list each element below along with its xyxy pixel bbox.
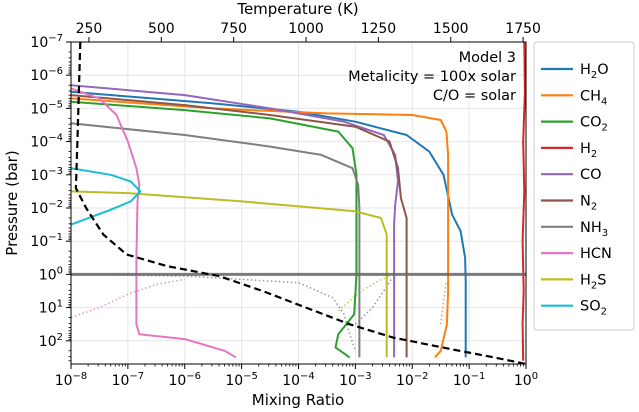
x-tick-label: 100 [514,371,538,389]
top-tick-label: 1750 [505,21,541,37]
top-tick-label: 250 [76,21,103,37]
series-line [71,100,358,359]
legend-label: NH3 [580,220,608,239]
dotted-series-line [71,278,185,319]
x-tick-label: 10−4 [282,371,315,389]
series-line [71,167,142,226]
series-line [71,190,388,358]
x-tick-label: 10−7 [112,371,145,389]
legend-label: HCN [580,246,612,262]
top-tick-label: 1000 [288,21,324,37]
y-tick-label: 10−1 [30,232,63,250]
top-tick-label: 1250 [361,21,397,37]
y-tick-label: 10−4 [30,133,63,151]
y-tick-label: 10−5 [30,99,63,117]
series-line [71,87,237,359]
legend-label: H2O [580,62,609,81]
legend-label: H2 [580,141,597,160]
dotted-series-line [439,280,448,325]
y-tick-label: 102 [39,332,63,350]
legend-frame [533,41,635,331]
series-line [71,84,399,358]
top-axis-ticks: 250 500 750 1000 1250 1500 1750 [76,21,541,42]
series-line [521,42,526,361]
legend-label: CO2 [580,115,608,134]
x-tick-label: 10−1 [453,371,486,389]
x-tick-label: 10−3 [339,371,372,389]
annotation-metallicity: Metalicity = 100x solar [348,69,516,85]
top-tick-label: 1500 [433,21,469,37]
y-axis-ticks: 10−7 10−6 10−5 10−4 10−3 10−2 10−1 100 101 102 [30,33,71,362]
series-layer [71,42,526,361]
series-line [71,122,361,358]
legend-label: H2S [580,272,607,291]
y-tick-label: 101 [39,299,63,317]
dotted-series-line [71,273,357,352]
x-tick-label: 10−8 [55,371,88,389]
legend: H2O CH4 CO2 H2 CO N2 NH3 HCN H2S SO2 [533,41,635,331]
top-axis-label: Temperature (K) [236,0,358,18]
x-axis-ticks: 10−8 10−7 10−6 10−5 10−4 10−3 10−2 10−1 100 [55,364,538,389]
y-tick-label: 10−3 [30,166,63,184]
y-tick-label: 10−7 [30,33,63,51]
annotation-model: Model 3 [459,50,516,66]
legend-label: N2 [580,194,597,213]
legend-label: SO2 [580,299,607,318]
x-axis-label: Mixing Ratio [252,391,344,409]
legend-label: CO [580,167,602,183]
y-tick-label: 10−2 [30,199,63,217]
top-tick-label: 500 [148,21,175,37]
x-tick-label: 10−2 [396,371,429,389]
y-axis-label: Pressure (bar) [3,150,21,255]
x-tick-label: 10−6 [168,371,201,389]
legend-label: CH4 [580,88,607,107]
x-tick-label: 10−5 [225,371,258,389]
series-line [71,94,408,358]
y-tick-label: 100 [39,265,63,283]
annotation-co-ratio: C/O = solar [433,88,516,104]
y-tick-label: 10−6 [30,66,63,84]
top-tick-label: 750 [220,21,247,37]
